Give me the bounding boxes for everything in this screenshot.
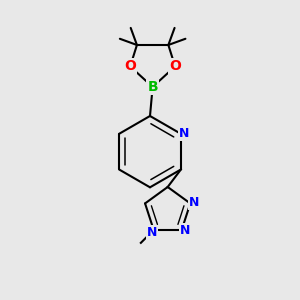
Text: N: N — [180, 224, 190, 237]
Text: O: O — [169, 59, 181, 74]
Text: N: N — [189, 196, 200, 209]
Text: B: B — [147, 80, 158, 94]
Text: N: N — [179, 127, 189, 140]
Text: O: O — [124, 59, 136, 74]
Text: N: N — [147, 226, 157, 239]
